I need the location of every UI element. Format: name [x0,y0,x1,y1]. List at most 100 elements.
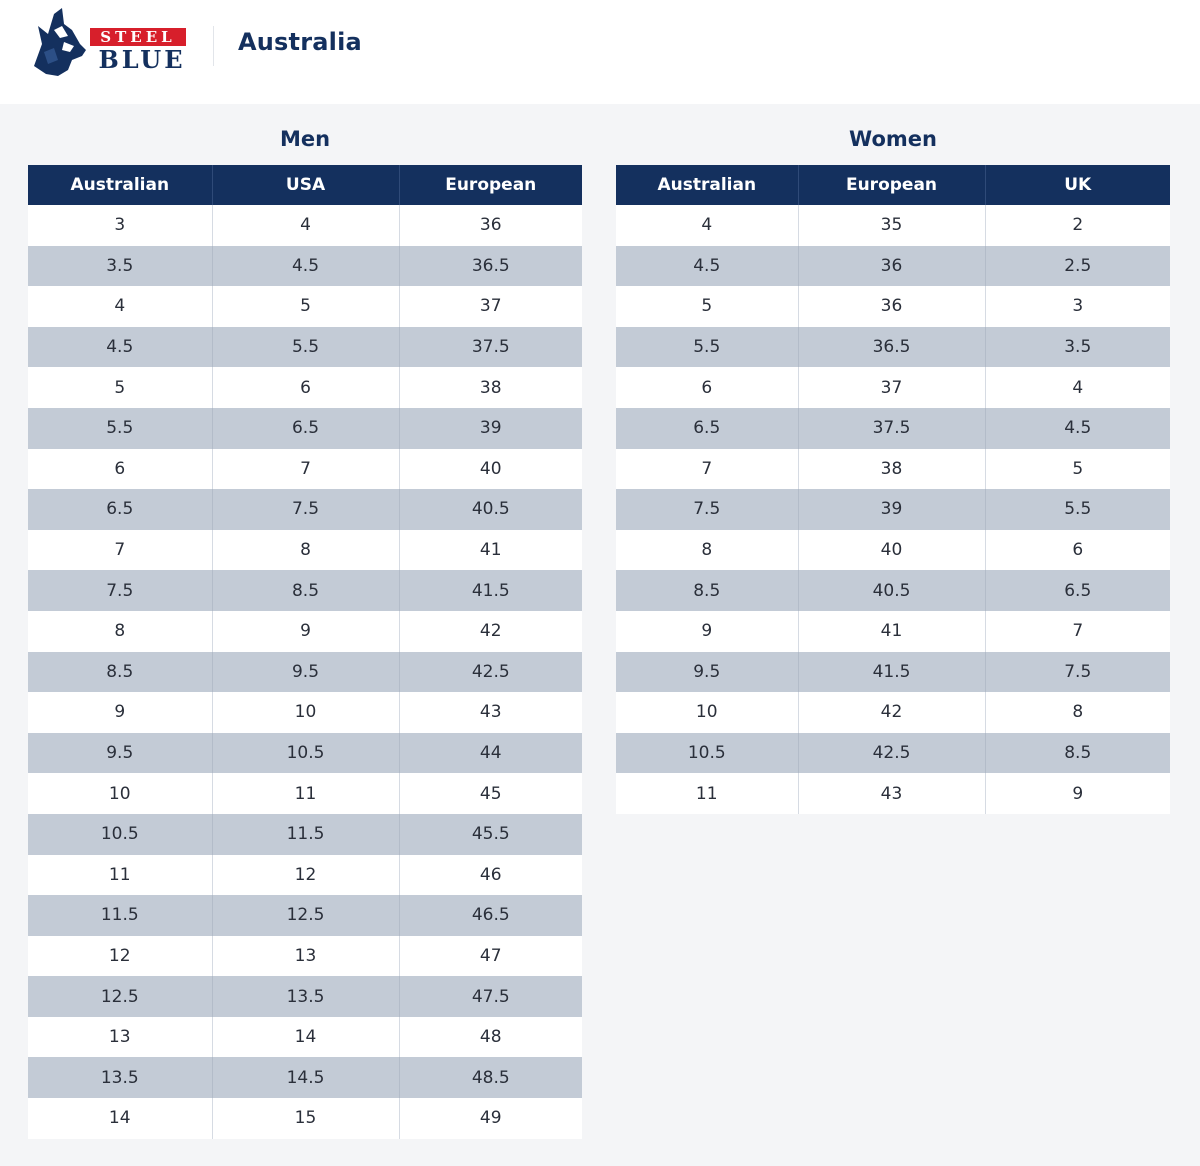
table-cell: 45.5 [398,813,582,855]
table-cell: 42.5 [797,732,985,774]
table-cell: 4.5 [211,245,399,287]
table-cell: 37 [797,367,985,408]
men-title: Men [279,127,331,151]
table-cell: 43 [398,692,582,733]
table-cell: 10.5 [28,813,212,855]
table-cell: 14 [28,1098,212,1139]
table-cell: 10.5 [616,732,798,774]
table-cell: 42.5 [398,651,582,693]
table-row: 14 15 49 [28,1098,582,1139]
steel-blue-logo[interactable]: STEEL BLUE [28,4,188,80]
table-cell: 8 [211,529,399,571]
table-cell: 40 [398,448,582,490]
table-cell: 8.5 [616,570,798,611]
table-cell: 11.5 [28,895,212,936]
table-cell: 11 [28,854,212,896]
table-row: 7.5 8.5 41.5 [28,570,582,611]
table-row: 8.5 9.5 42.5 [28,651,582,693]
table-cell: 9 [616,610,798,652]
table-row: 4 5 37 [28,286,582,327]
table-cell: 40 [797,529,985,571]
table-row: 9 10 43 [28,692,582,733]
men-size-table: Australian USA European 3 4 36 3.5 4.5 36.5 4 5 37… [28,165,582,1139]
table-header-row: Australian USA European [28,165,582,205]
table-cell: 10.5 [211,732,399,774]
table-cell: 3.5 [984,326,1170,368]
table-cell: 8.5 [211,570,399,611]
table-cell: 14 [211,1016,399,1058]
table-cell: 39 [398,407,582,449]
table-cell: 37 [398,286,582,327]
table-cell: 4.5 [616,245,798,287]
table-cell: 4 [211,205,399,246]
table-cell: 9 [28,692,212,733]
table-cell: 7 [211,448,399,490]
table-cell: 44 [398,732,582,774]
table-row: 10 42 8 [616,692,1170,733]
table-cell: 41.5 [398,570,582,611]
table-header-row: Australian European UK [616,165,1170,205]
table-cell: 38 [398,367,582,408]
table-row: 10.5 42.5 8.5 [616,732,1170,774]
table-cell: 5.5 [28,407,212,449]
table-row: 6.5 7.5 40.5 [28,489,582,530]
table-cell: 7.5 [28,570,212,611]
table-cell: 47 [398,935,582,977]
table-cell: 3.5 [28,245,212,287]
table-cell: 5.5 [616,326,798,368]
table-row: 13 14 48 [28,1016,582,1058]
table-cell: 11 [616,773,798,814]
table-cell: 8.5 [984,732,1170,774]
table-cell: 9.5 [616,651,798,693]
table-cell: 38 [797,448,985,490]
table-row: 9.5 10.5 44 [28,732,582,774]
table-cell: 2.5 [984,245,1170,287]
table-row: 12.5 13.5 47.5 [28,976,582,1017]
column-header: European [398,165,582,205]
logo-text-top: STEEL [100,28,175,46]
table-cell: 11 [211,773,399,814]
table-cell: 3 [28,205,212,246]
column-header: Australian [616,165,798,205]
table-cell: 9.5 [28,732,212,774]
table-cell: 7 [984,610,1170,652]
table-row: 7.5 39 5.5 [616,489,1170,530]
table-cell: 36.5 [398,245,582,287]
table-cell: 6.5 [28,489,212,530]
table-cell: 9 [984,773,1170,814]
table-cell: 6 [984,529,1170,571]
table-cell: 4 [616,205,798,246]
header-divider [213,26,214,66]
table-cell: 47.5 [398,976,582,1017]
table-cell: 36 [797,245,985,287]
table-cell: 12.5 [28,976,212,1017]
table-cell: 7.5 [984,651,1170,693]
table-cell: 6.5 [616,407,798,449]
table-cell: 41 [797,610,985,652]
table-cell: 6 [28,448,212,490]
table-cell: 8.5 [28,651,212,693]
table-cell: 5 [211,286,399,327]
table-cell: 5 [28,367,212,408]
table-cell: 4 [28,286,212,327]
table-cell: 12 [28,935,212,977]
table-cell: 49 [398,1098,582,1139]
table-cell: 15 [211,1098,399,1139]
table-cell: 39 [797,489,985,530]
women-size-table: Australian European UK 4 35 2 4.5 36 2.5 5 36 3 5.5… [616,165,1170,814]
table-cell: 5 [984,448,1170,490]
table-cell: 37.5 [797,407,985,449]
table-cell: 4.5 [28,326,212,368]
table-cell: 10 [211,692,399,733]
table-cell: 13.5 [211,976,399,1017]
table-cell: 8 [28,610,212,652]
table-cell: 5.5 [211,326,399,368]
logo-text-bottom: BLUE [98,45,185,74]
table-row: 4.5 5.5 37.5 [28,326,582,368]
women-title: Women [849,127,937,151]
table-row: 11 12 46 [28,854,582,896]
table-cell: 8 [984,692,1170,733]
table-cell: 13 [211,935,399,977]
table-cell: 41 [398,529,582,571]
table-cell: 46 [398,854,582,896]
